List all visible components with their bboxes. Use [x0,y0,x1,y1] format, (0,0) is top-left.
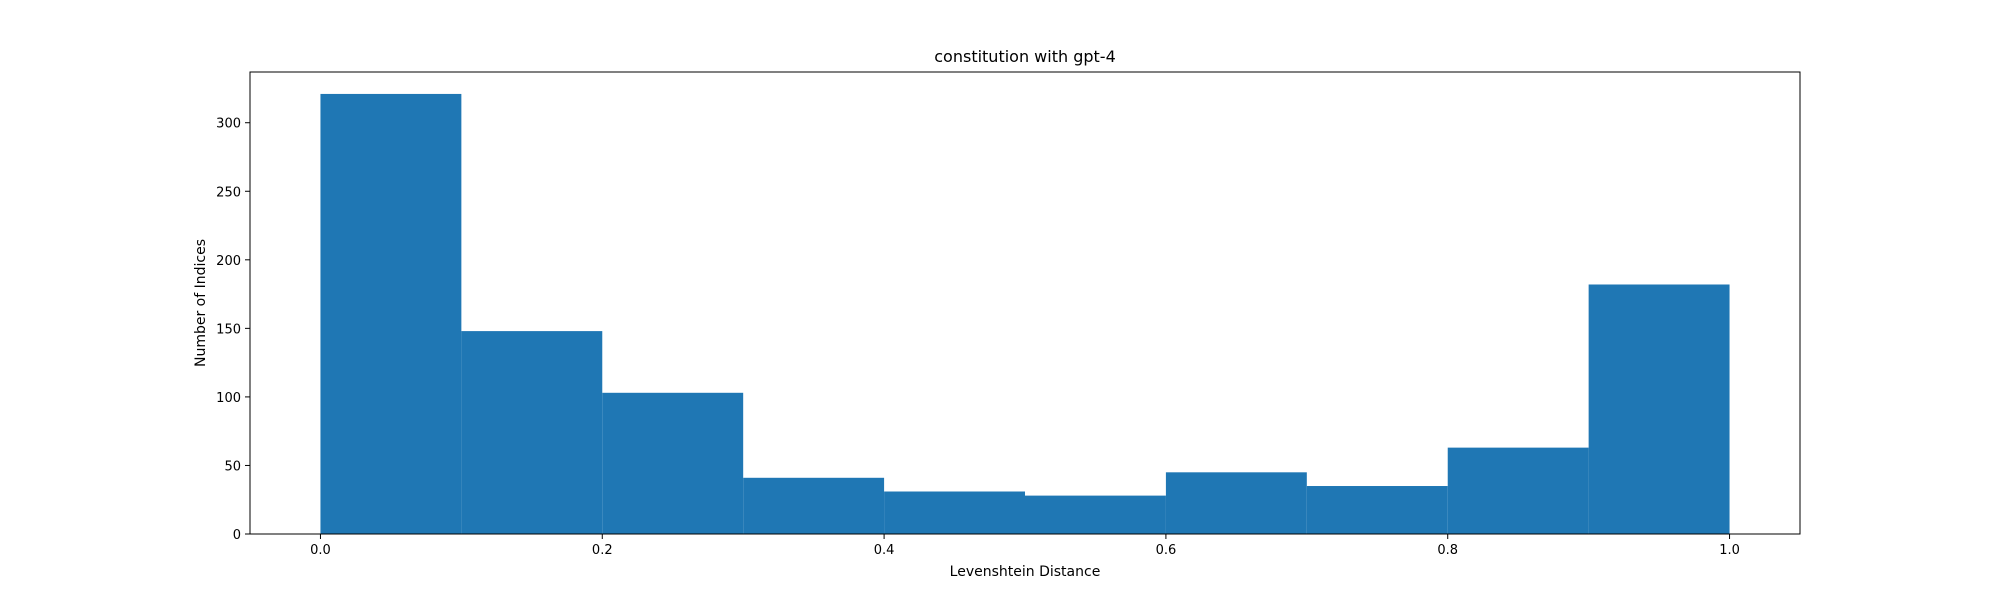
y-tick-label: 200 [216,254,241,269]
y-tick-label: 50 [224,459,241,474]
histogram-bar-0 [320,93,462,534]
y-axis-ticks: 0 50 100 150 200 250 300 [216,117,250,543]
x-axis-ticks: 0.0 0.2 0.4 0.6 0.8 1.0 [310,534,1740,558]
axes-frame [249,71,1801,535]
x-tick-label: 0.4 [874,543,895,558]
x-tick-label: 1.0 [1719,543,1740,558]
histogram-bar-1 [461,331,603,534]
bars-group [320,93,1730,534]
histogram-bar-2 [602,392,744,534]
histogram-bar-4 [884,491,1025,534]
y-tick-label: 100 [216,391,241,406]
histogram-bar-9 [1588,284,1730,534]
y-tick-label: 0 [233,528,241,543]
x-tick-label: 0.6 [1156,543,1177,558]
x-tick-label: 0.2 [592,543,613,558]
histogram-bar-8 [1447,447,1589,534]
histogram-bar-6 [1165,472,1307,534]
chart-title: constitution with gpt-4 [934,47,1116,66]
y-tick-label: 150 [216,322,241,337]
y-tick-label: 300 [216,117,241,132]
histogram-bar-5 [1025,495,1166,534]
histogram-bar-7 [1306,486,1448,534]
x-axis-label: Levenshtein Distance [950,564,1101,580]
y-axis-label: Number of Indices [193,239,209,367]
x-tick-label: 0.0 [310,543,331,558]
y-tick-label: 250 [216,185,241,200]
x-tick-label: 0.8 [1437,543,1458,558]
histogram-bar-3 [743,477,885,534]
